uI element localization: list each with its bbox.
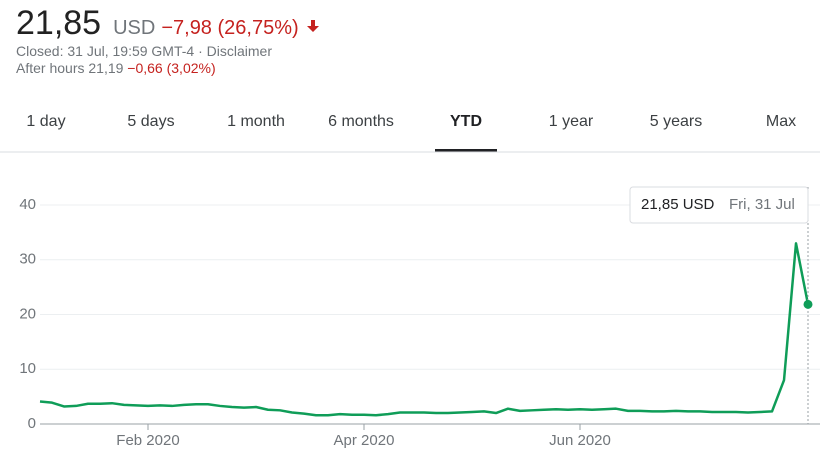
x-tick-label: Jun 2020 <box>549 432 611 449</box>
y-tick-label: 20 <box>19 305 36 322</box>
price-line <box>39 242 810 417</box>
tab[interactable]: 1 day <box>26 113 65 130</box>
y-tick-label: 10 <box>19 360 36 377</box>
price-row: 21,85 USD −7,98 (26,75%) <box>16 4 321 43</box>
after-hours: After hours 21,19 −0,66 (3,02%) <box>16 60 321 77</box>
price: 21,85 <box>16 4 102 42</box>
tab-underline <box>435 149 497 152</box>
quote-header: 21,85 USD −7,98 (26,75%) Closed: 31 Jul,… <box>16 4 321 77</box>
change: −7,98 (26,75%) <box>161 17 299 39</box>
closed-info: Closed: 31 Jul, 19:59 GMT-4 · Disclaimer <box>16 43 272 59</box>
x-tick-label: Feb 2020 <box>116 432 179 449</box>
y-tick-label: 0 <box>28 415 36 432</box>
after-hours-label: After hours 21,19 <box>16 60 124 76</box>
x-tick-label: Apr 2020 <box>334 432 395 449</box>
tab[interactable]: YTD <box>450 113 482 130</box>
y-tick-label: 40 <box>19 196 36 213</box>
tab[interactable]: 6 months <box>328 113 394 130</box>
tooltip-box <box>629 186 809 224</box>
y-tick-label: 30 <box>19 251 36 268</box>
tab[interactable]: 1 year <box>549 113 594 130</box>
down-arrow <box>306 20 319 32</box>
tab[interactable]: Max <box>766 113 796 130</box>
tab[interactable]: 5 days <box>127 113 174 130</box>
tab[interactable]: 1 month <box>227 113 285 130</box>
after-hours-change: −0,66 (3,02%) <box>127 60 216 76</box>
tab[interactable]: 5 years <box>650 113 702 130</box>
end-point <box>803 299 813 309</box>
tooltip-date: Fri, 31 Jul <box>729 196 795 213</box>
tooltip-price: 21,85 USD <box>641 196 715 213</box>
currency: USD <box>113 17 156 39</box>
